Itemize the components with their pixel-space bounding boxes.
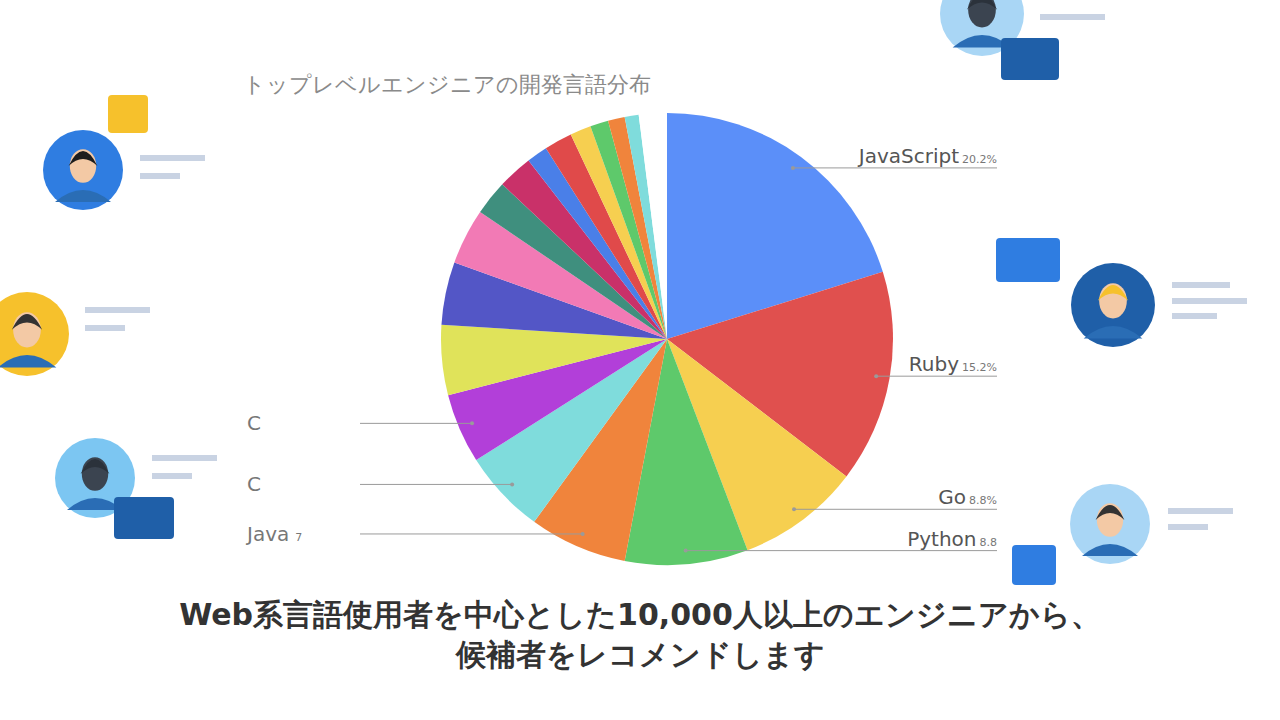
value-label: 15.2%: [962, 361, 997, 374]
caption: Web系言語使用者を中心とした10,000人以上のエンジニアから、: [179, 597, 1101, 632]
leader-dot: [581, 532, 585, 536]
badge: [1001, 38, 1059, 80]
slice-label: 8.8 Python: [684, 527, 997, 553]
value-label: 20.2%: [962, 153, 997, 166]
placeholder-bar: [1172, 298, 1247, 304]
labels: 20.2%JavaScript 15.2%Ruby 8.8%Go 8.8 Python J…: [245, 144, 997, 553]
leader-dot: [470, 421, 474, 425]
pie-slice: [639, 113, 667, 339]
value-label: 8.8: [980, 536, 998, 549]
leader-dot: [874, 374, 878, 378]
badge: [996, 238, 1060, 282]
leader-dot: [510, 482, 514, 486]
avatar-body: [1082, 544, 1138, 556]
avatar-body: [55, 190, 111, 202]
slice-label: Java 7: [245, 522, 585, 546]
placeholder-bar: [1040, 14, 1105, 20]
leader-line: [360, 484, 512, 485]
person-icon: [0, 292, 150, 376]
badge: [108, 95, 148, 133]
slice-label: 20.2%JavaScript: [791, 144, 997, 170]
caption: 候補者をレコメンドします: [455, 637, 825, 672]
leader-dot: [791, 166, 795, 170]
placeholder-bar: [1168, 524, 1208, 530]
value-label: 7: [295, 531, 302, 544]
avatar-hair: [1096, 505, 1125, 520]
placeholder-bar: [1168, 508, 1233, 514]
person-icon: [1070, 484, 1233, 564]
slice-label: C: [247, 411, 474, 435]
avatar-bg: [0, 292, 69, 376]
avatar-hair: [69, 151, 98, 166]
leader-line: [360, 533, 583, 534]
placeholder-bar: [140, 173, 180, 179]
person-icon: [1071, 263, 1247, 347]
pie: [441, 113, 893, 565]
slice-label: C: [247, 472, 514, 496]
placeholder-bar: [140, 155, 205, 161]
placeholder-bar: [1172, 282, 1230, 288]
badge: [1012, 545, 1056, 585]
category-label: Java: [245, 522, 289, 546]
placeholder-bar: [1172, 313, 1217, 319]
leader-dot: [792, 507, 796, 511]
leader-dot: [684, 549, 688, 553]
chart-title: トップレベルエンジニアの開発言語分布: [243, 72, 651, 97]
leader-line: [794, 509, 997, 510]
placeholder-bar: [85, 325, 125, 331]
avatar-bg: [1070, 484, 1150, 564]
person-icon: [43, 130, 205, 210]
avatar-bg: [1071, 263, 1155, 347]
category-label: Ruby: [909, 352, 959, 376]
category-label: Python: [907, 527, 976, 551]
decoration: [0, 0, 1247, 585]
avatar-bg: [43, 130, 123, 210]
value-label: 8.8%: [969, 494, 997, 507]
category-label: C: [247, 472, 261, 496]
avatar-hair: [81, 459, 110, 474]
badge: [114, 497, 174, 539]
avatar-body: [0, 355, 56, 368]
placeholder-bar: [152, 455, 217, 461]
slice-label: 8.8%Go: [792, 485, 997, 511]
avatar-hair: [12, 314, 42, 330]
slice-label: 15.2%Ruby: [874, 352, 997, 378]
leader-line: [360, 423, 472, 424]
category-label: C: [247, 411, 261, 435]
avatar-hair: [967, 0, 997, 10]
category-label: JavaScript: [857, 144, 959, 168]
avatar-hair: [1098, 285, 1128, 301]
placeholder-bar: [152, 473, 192, 479]
placeholder-bar: [85, 307, 150, 313]
category-label: Go: [938, 485, 966, 509]
avatar-body: [1084, 326, 1143, 339]
canvas: トップレベルエンジニアの開発言語分布 20.2%JavaScript 15.2%Ru…: [0, 0, 1280, 720]
